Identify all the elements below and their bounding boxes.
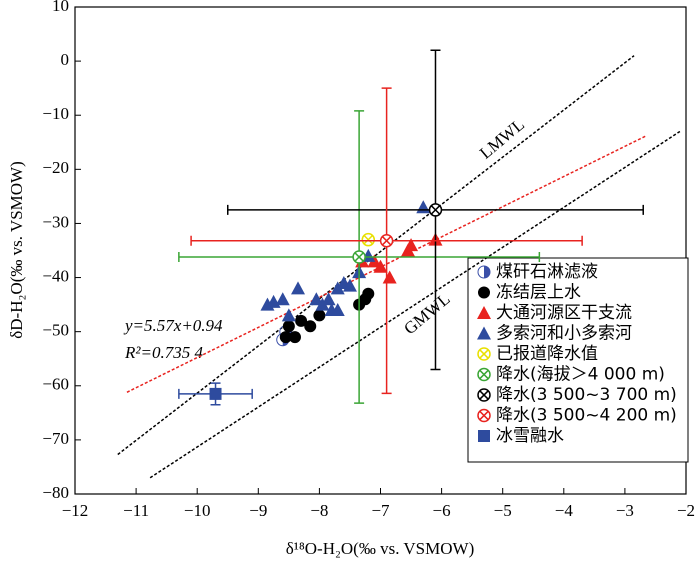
legend-marker — [477, 326, 491, 340]
reference-line — [149, 130, 681, 479]
marker-cross — [479, 349, 489, 359]
x-tick-label: −6 — [433, 501, 451, 520]
marker-cross — [363, 234, 374, 245]
legend-label: 已报道降水值 — [496, 344, 598, 364]
marker-cross — [354, 252, 364, 262]
x-tick-label: −11 — [123, 501, 149, 520]
point — [362, 287, 375, 300]
point — [313, 309, 326, 322]
x-tick-label: −8 — [310, 501, 328, 520]
legend-box — [467, 257, 689, 463]
y-tick-label: −60 — [42, 375, 69, 394]
y-tick-label: −30 — [42, 212, 69, 231]
legend-label: 煤矸石淋滤液 — [496, 262, 598, 282]
point — [304, 320, 317, 333]
point — [416, 200, 431, 214]
legend-label: 多索河和小多索河 — [496, 324, 632, 344]
y-tick-label: −80 — [42, 483, 69, 502]
y-axis-label: δD-H₂O(‰ vs. VSMOW) — [7, 161, 26, 338]
x-tick-label: −7 — [371, 501, 390, 520]
y-tick-label: −10 — [42, 104, 69, 123]
r-squared: R²=0.735 4 — [124, 343, 203, 362]
x-axis-label: δ¹⁸O-H₂O(‰ vs. VSMOW) — [286, 539, 475, 558]
legend-label: 降水(3 500~3 700 m) — [496, 385, 677, 405]
x-tick-label: −12 — [62, 501, 89, 520]
legend-marker — [477, 388, 491, 402]
point — [209, 387, 222, 400]
legend-label: 降水(3 500~4 200 m) — [496, 406, 677, 426]
y-tick-label: −50 — [42, 321, 69, 340]
point — [321, 292, 336, 306]
reference-line — [126, 135, 647, 393]
x-tick-label: −4 — [555, 501, 574, 520]
point — [404, 238, 419, 252]
equation: y=5.57x+0.94 — [123, 316, 223, 335]
point — [342, 278, 357, 292]
legend-marker — [478, 286, 490, 299]
point — [361, 232, 376, 247]
point — [288, 331, 301, 344]
marker-cross — [479, 390, 489, 400]
marker-cross — [430, 205, 441, 215]
point — [330, 303, 345, 317]
legend-marker — [477, 347, 491, 361]
x-tick-label: −10 — [184, 501, 211, 520]
y-tick-label: −20 — [42, 158, 69, 177]
legend-marker — [477, 306, 491, 319]
marker-cross — [381, 236, 392, 246]
reference-line — [117, 55, 635, 456]
point — [281, 308, 296, 322]
point — [309, 292, 324, 306]
y-tick-label: −40 — [42, 266, 69, 285]
legend-marker — [477, 408, 491, 423]
marker-cross — [479, 369, 489, 380]
y-tick-label: 0 — [61, 50, 70, 69]
point — [282, 320, 295, 333]
point — [295, 314, 308, 327]
point — [275, 292, 290, 306]
y-tick-label: −70 — [42, 429, 69, 448]
x-tick-label: −3 — [616, 501, 634, 520]
legend-label: 大通河源区干支流 — [496, 303, 632, 323]
y-tick-label: 10 — [52, 0, 69, 15]
point — [379, 234, 394, 248]
legend-label: 冰雪融水 — [496, 426, 564, 446]
point — [291, 281, 306, 295]
lmwl-label: LMWL — [476, 115, 528, 163]
legend-label: 冻结层上水 — [496, 283, 581, 303]
legend-marker — [477, 265, 491, 279]
point — [428, 203, 443, 217]
x-tick-label: −2 — [677, 501, 695, 520]
legend-label: 降水(海拔＞4 000 m) — [496, 365, 665, 385]
legend-marker — [477, 367, 491, 382]
point — [352, 250, 366, 264]
point — [279, 331, 292, 344]
point — [373, 259, 388, 273]
legend-marker — [478, 430, 490, 442]
x-tick-label: −5 — [494, 501, 512, 520]
marker-cross — [479, 410, 489, 421]
x-tick-label: −9 — [249, 501, 267, 520]
